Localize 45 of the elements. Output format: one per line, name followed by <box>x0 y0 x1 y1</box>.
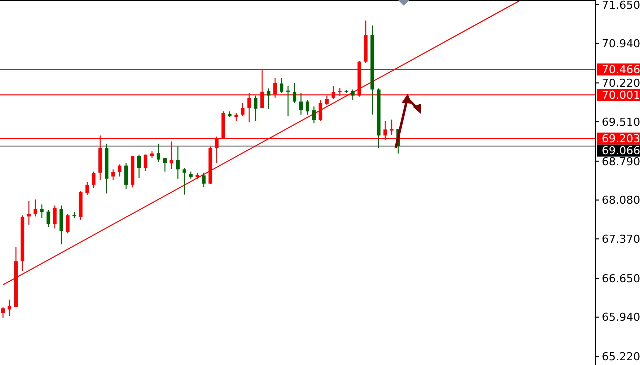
candlestick <box>390 119 394 136</box>
candlestick <box>163 158 167 172</box>
candlestick <box>60 205 64 246</box>
candlestick <box>202 172 206 188</box>
ref-line-label: 69.066 <box>602 144 640 158</box>
y-tick-label: 70.220 <box>602 77 640 90</box>
y-tick-label: 68.080 <box>602 194 640 208</box>
candlestick <box>112 169 116 181</box>
y-tick-label: 68.790 <box>602 155 640 168</box>
y-tick-label: 70.940 <box>602 38 640 51</box>
y-tick-label: 65.940 <box>602 311 640 324</box>
candlestick <box>92 171 96 189</box>
candlestick <box>27 200 31 226</box>
y-tick-label: 69.510 <box>602 116 640 129</box>
candlestick <box>53 205 57 230</box>
candlestick <box>176 146 180 180</box>
y-tick-label: 65.220 <box>602 350 640 364</box>
candlestick <box>34 199 38 218</box>
candlestick <box>118 164 122 178</box>
candlestick <box>138 154 142 179</box>
candlestick <box>312 106 316 124</box>
y-tick-label: 67.370 <box>602 232 640 246</box>
candlestick <box>124 162 128 190</box>
candlestick <box>40 204 44 219</box>
candlestick <box>86 182 90 196</box>
candlestick <box>280 78 284 94</box>
candlestick <box>306 100 310 116</box>
ref-line-label: 70.001 <box>602 89 640 102</box>
candlestick <box>1 307 6 318</box>
y-tick-label: 71.650 <box>602 0 640 12</box>
candlestick <box>351 89 355 101</box>
candlestick <box>144 154 148 172</box>
candlestick <box>46 210 50 228</box>
candlestick <box>254 95 258 122</box>
candlestick <box>318 100 322 122</box>
ref-line-label: 69.203 <box>602 132 640 146</box>
candlestick <box>156 143 160 164</box>
candlestick <box>267 88 271 110</box>
candlestick <box>66 214 70 234</box>
ref-line-label: 70.466 <box>602 64 640 77</box>
candlestick <box>241 102 245 118</box>
candlestick <box>182 168 186 196</box>
candlestick <box>292 82 297 104</box>
y-tick-label: 66.650 <box>602 272 640 286</box>
candlestick <box>299 92 304 116</box>
